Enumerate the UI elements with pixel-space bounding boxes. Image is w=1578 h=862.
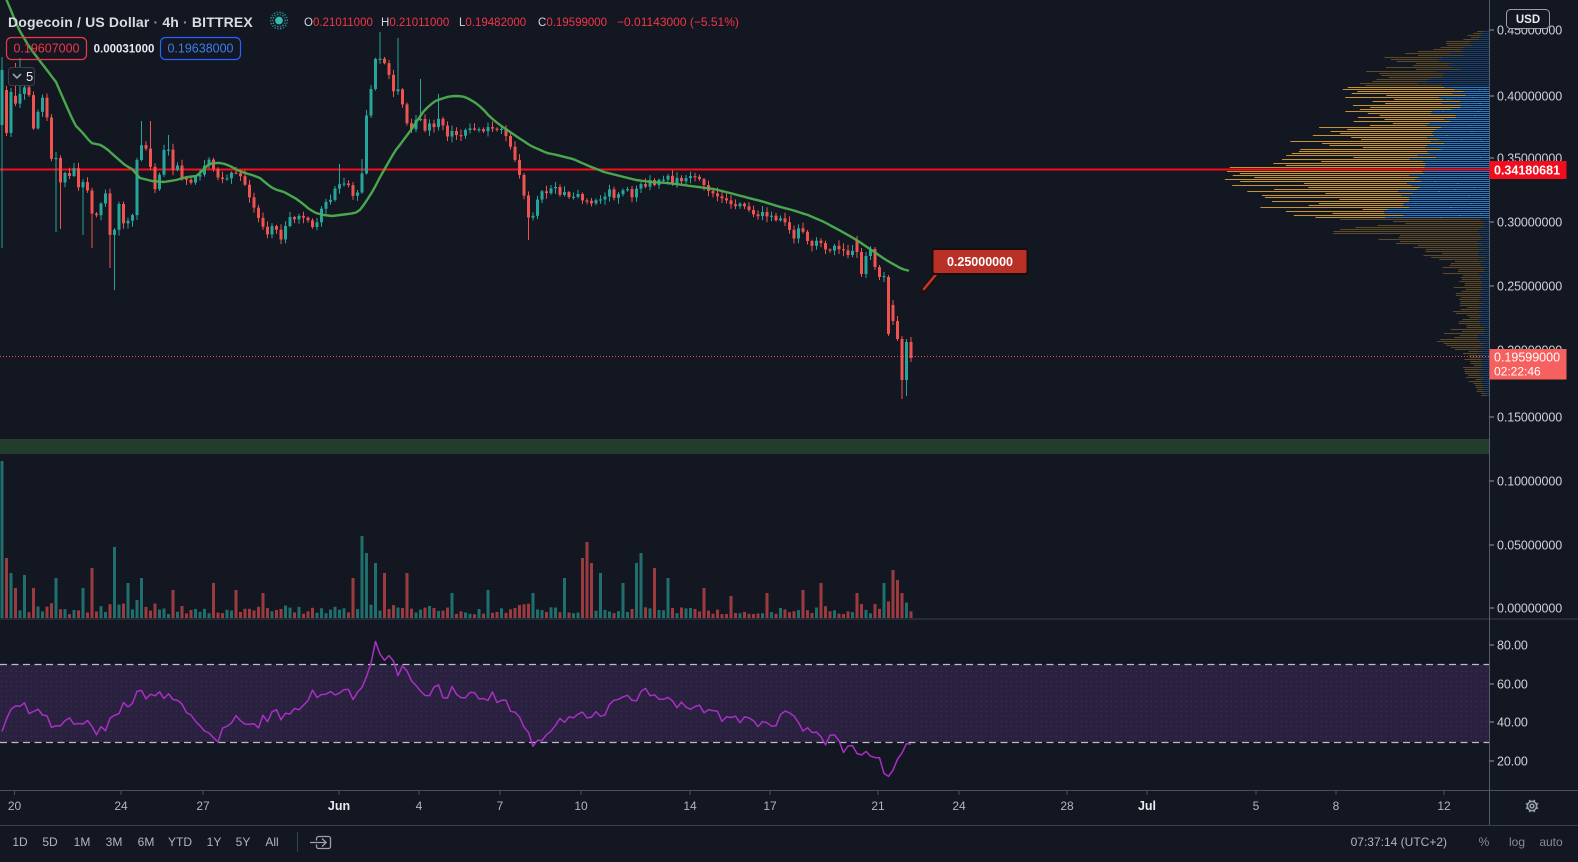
svg-text:log: log [1509,835,1525,849]
svg-text:8: 8 [1333,799,1340,813]
svg-text:20: 20 [8,799,22,813]
svg-text:80.00: 80.00 [1497,639,1528,653]
svg-text:0.34180681: 0.34180681 [1494,164,1560,178]
svg-text:7: 7 [497,799,504,813]
svg-text:20.00: 20.00 [1497,755,1528,769]
svg-text:5: 5 [1253,799,1260,813]
svg-text:21: 21 [871,799,885,813]
svg-text:1D: 1D [12,835,28,849]
svg-text:60.00: 60.00 [1497,678,1528,692]
svg-text:24: 24 [114,799,128,813]
svg-text:USD: USD [1516,14,1540,26]
svg-text:0.30000000: 0.30000000 [1497,216,1562,230]
svg-text:0.15000000: 0.15000000 [1497,411,1562,425]
svg-text:0.25000000: 0.25000000 [1497,280,1562,294]
svg-text:28: 28 [1060,799,1074,813]
svg-text:L0.19482000: L0.19482000 [459,17,526,29]
svg-text:%: % [1479,835,1490,849]
svg-text:1M: 1M [74,835,91,849]
svg-text:12: 12 [1437,799,1451,813]
svg-text:0.40000000: 0.40000000 [1497,90,1562,104]
svg-text:40.00: 40.00 [1497,716,1528,730]
svg-text:O0.21011000: O0.21011000 [304,17,373,29]
svg-text:Dogecoin / US Dollar · 4h · BI: Dogecoin / US Dollar · 4h · BITTREX [8,14,253,30]
svg-text:YTD: YTD [168,835,192,849]
svg-text:1Y: 1Y [207,835,222,849]
svg-text:Jul: Jul [1138,799,1156,813]
svg-text:5D: 5D [42,835,58,849]
svg-text:6M: 6M [138,835,155,849]
svg-text:−0.01143000 (−5.51%): −0.01143000 (−5.51%) [617,15,739,29]
svg-text:3M: 3M [106,835,123,849]
svg-text:0.19599000: 0.19599000 [1494,351,1560,365]
svg-text:0.19638000: 0.19638000 [167,42,233,56]
svg-text:14: 14 [683,799,697,813]
svg-text:0.00000000: 0.00000000 [1497,602,1562,616]
svg-text:0.19607000: 0.19607000 [13,42,79,56]
svg-text:17: 17 [763,799,777,813]
svg-text:24: 24 [952,799,966,813]
svg-text:02:22:46: 02:22:46 [1494,365,1541,379]
svg-text:0.25000000: 0.25000000 [947,255,1013,269]
svg-text:H0.21011000: H0.21011000 [381,17,449,29]
svg-text:10: 10 [574,799,588,813]
svg-text:auto: auto [1539,835,1563,849]
svg-text:5: 5 [26,69,33,84]
svg-text:0.05000000: 0.05000000 [1497,539,1562,553]
svg-text:Jun: Jun [328,799,350,813]
svg-text:C0.19599000: C0.19599000 [538,17,607,29]
svg-text:27: 27 [196,799,210,813]
svg-text:07:37:14 (UTC+2): 07:37:14 (UTC+2) [1351,835,1447,849]
svg-text:0.10000000: 0.10000000 [1497,475,1562,489]
svg-text:All: All [265,835,278,849]
svg-text:5Y: 5Y [236,835,251,849]
svg-text:4: 4 [416,799,423,813]
svg-text:0.00031000: 0.00031000 [94,44,155,56]
